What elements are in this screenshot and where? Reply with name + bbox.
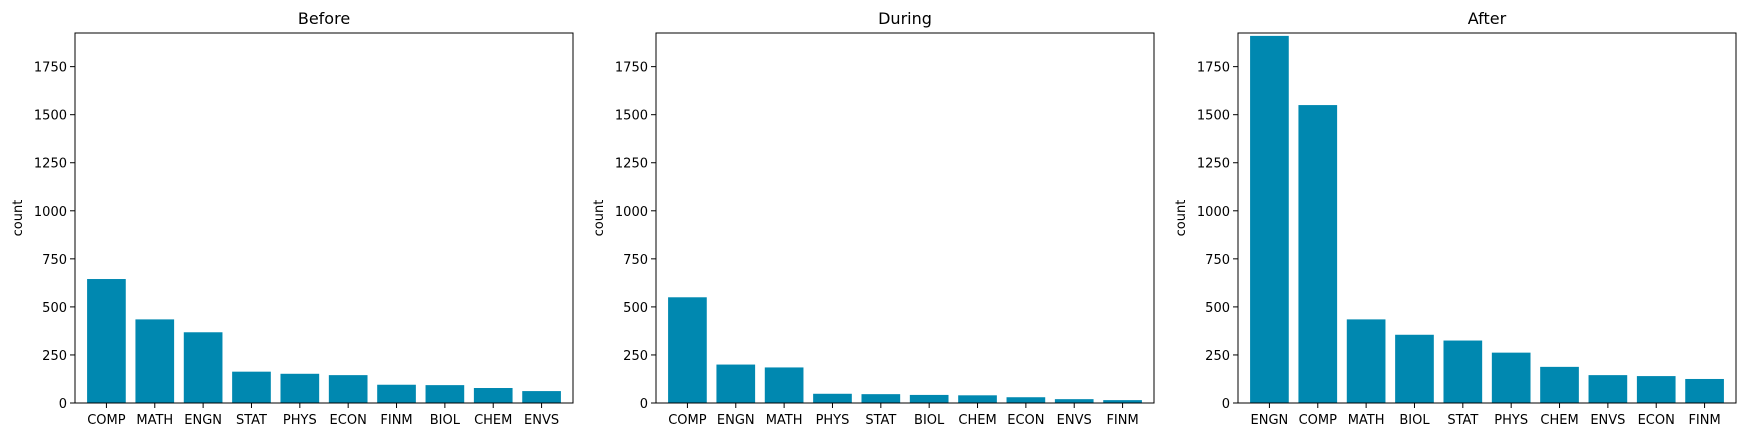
x-tick-label: STAT: [1447, 413, 1478, 428]
x-tick-label: STAT: [865, 413, 896, 428]
bar-stat: [1443, 340, 1483, 403]
x-tick-label: ECON: [330, 413, 367, 428]
bar-engn: [716, 364, 756, 403]
x-tick-label: CHEM: [958, 413, 996, 428]
bar-stat: [232, 371, 271, 403]
y-tick-label: 1500: [34, 109, 67, 124]
y-tick-label: 1250: [615, 157, 648, 172]
bar-math: [135, 319, 175, 403]
bar-comp: [1298, 105, 1338, 404]
axes-frame: [1237, 32, 1737, 404]
x-tick-label: PHYS: [816, 413, 850, 428]
y-tick-label: 1750: [34, 61, 67, 76]
y-tick-label: 750: [42, 253, 67, 268]
bar-engn: [1250, 35, 1289, 403]
x-tick-label: COMP: [1299, 413, 1338, 428]
chart-panel-before: COMP MATH ENGN STAT PHYS ECON FINM BIOL CHEM ENVS…: [11, 9, 574, 428]
bar-chem: [958, 395, 997, 403]
bar-biol: [425, 385, 465, 403]
x-tick-label: ENVS: [1590, 413, 1625, 428]
chart-title: During: [878, 9, 932, 28]
y-tick-label: 1000: [34, 205, 67, 220]
bar-envs: [522, 391, 561, 403]
bar-comp: [87, 279, 126, 403]
y-axis-label: count: [11, 200, 26, 237]
x-tick-label: COMP: [668, 413, 707, 428]
bar-finm: [1685, 378, 1724, 403]
bar-phys: [1491, 352, 1531, 403]
x-tick-label: CHEM: [1540, 413, 1578, 428]
y-tick-label: 1500: [1197, 109, 1230, 124]
bar-biol: [909, 394, 949, 403]
x-tick-label: ENVS: [524, 413, 559, 428]
x-tick-label: ECON: [1007, 413, 1044, 428]
y-tick-label: 1000: [1197, 205, 1230, 220]
bar-econ: [1006, 397, 1046, 403]
x-tick-label: MATH: [136, 413, 173, 428]
y-tick-label: 0: [640, 397, 648, 412]
x-tick-label: ENGN: [717, 413, 755, 428]
x-tick-label: MATH: [766, 413, 803, 428]
chart-panel-during: COMP ENGN MATH PHYS STAT BIOL CHEM ECON ENVS FINM…: [592, 9, 1155, 428]
x-tick-label: ENGN: [184, 413, 222, 428]
chart-title: After: [1468, 9, 1507, 28]
y-tick-label: 500: [42, 301, 67, 316]
x-tick-label: ENGN: [1251, 413, 1289, 428]
bar-chem: [473, 388, 513, 403]
y-tick-label: 1750: [615, 61, 648, 76]
y-tick-label: 750: [1205, 253, 1230, 268]
y-tick-label: 1750: [1197, 61, 1230, 76]
y-tick-label: 500: [623, 301, 648, 316]
bar-comp: [668, 297, 707, 403]
bar-econ: [1636, 376, 1676, 403]
x-tick-label: BIOL: [1399, 413, 1430, 428]
x-tick-label: FINM: [380, 413, 412, 428]
y-tick-label: 1500: [615, 109, 648, 124]
bar-envs: [1054, 399, 1094, 403]
bar-math: [1346, 319, 1386, 403]
y-tick-label: 500: [1205, 301, 1230, 316]
bar-envs: [1588, 375, 1628, 403]
y-tick-label: 750: [623, 253, 648, 268]
y-tick-label: 0: [1222, 397, 1230, 412]
bar-finm: [1103, 400, 1142, 403]
bar-engn: [183, 332, 223, 403]
x-tick-label: COMP: [87, 413, 126, 428]
x-tick-label: FINM: [1688, 413, 1720, 428]
y-tick-label: 250: [42, 349, 67, 364]
bar-math: [764, 367, 804, 403]
bar-phys: [813, 393, 852, 403]
y-tick-label: 250: [623, 349, 648, 364]
x-tick-label: BIOL: [430, 413, 461, 428]
bar-chem: [1540, 366, 1579, 403]
axes-frame: [655, 32, 1155, 404]
y-tick-label: 250: [1205, 349, 1230, 364]
chart-title: Before: [298, 9, 350, 28]
y-tick-label: 0: [59, 397, 67, 412]
bar-finm: [377, 384, 416, 403]
x-tick-label: PHYS: [1494, 413, 1528, 428]
y-tick-label: 1000: [615, 205, 648, 220]
x-tick-label: BIOL: [914, 413, 945, 428]
bar-econ: [328, 375, 368, 403]
y-tick-label: 1250: [1197, 157, 1230, 172]
x-tick-label: ECON: [1638, 413, 1675, 428]
y-axis-label: count: [1174, 200, 1189, 237]
y-axis-label: count: [592, 200, 607, 237]
x-tick-label: MATH: [1348, 413, 1385, 428]
bar-phys: [280, 373, 320, 403]
x-tick-label: FINM: [1106, 413, 1138, 428]
x-tick-label: CHEM: [474, 413, 512, 428]
axes-frame: [74, 32, 574, 404]
x-tick-label: PHYS: [283, 413, 317, 428]
x-tick-label: ENVS: [1057, 413, 1092, 428]
y-tick-label: 1250: [34, 157, 67, 172]
chart-panel-after: ENGN COMP MATH BIOL STAT PHYS CHEM ENVS ECON FINM…: [1174, 9, 1737, 428]
bar-stat: [861, 394, 901, 403]
x-tick-label: STAT: [236, 413, 267, 428]
bar-biol: [1395, 334, 1434, 403]
